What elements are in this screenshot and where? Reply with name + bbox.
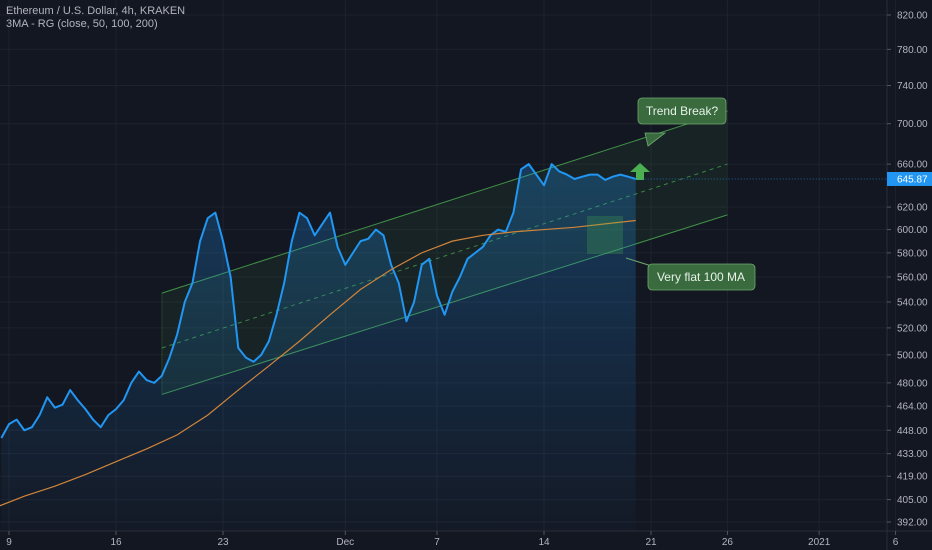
x-tick-label: 23 <box>217 537 229 548</box>
y-tick-label: 600.00 <box>897 225 928 236</box>
x-tick-label: 2021 <box>808 537 831 548</box>
channel-middle-line <box>161 163 728 349</box>
y-tick-label: 700.00 <box>897 119 928 130</box>
y-tick-label: 620.00 <box>897 203 928 214</box>
y-tick-label: 660.00 <box>897 160 928 171</box>
y-tick-label: 392.00 <box>897 518 928 529</box>
trend-break-label: Trend Break? <box>646 104 719 118</box>
trend-break-pointer <box>644 132 667 147</box>
price-line <box>0 163 636 439</box>
annotations: Trend Break? Very flat 100 MA <box>587 97 756 291</box>
x-tick-label: 14 <box>538 537 550 548</box>
price-area <box>1 164 636 531</box>
last-price-label: 645.87 <box>897 174 928 185</box>
y-tick-label: 740.00 <box>897 81 928 92</box>
trend-break-box <box>637 97 727 125</box>
price-axis[interactable]: 820.00 780.00 740.00 700.00 660.00 620.00 600.… <box>635 0 932 550</box>
time-axis[interactable]: 9 16 23 Dec 7 14 21 26 2021 6 <box>0 530 932 548</box>
y-tick-label: 448.00 <box>897 426 928 437</box>
y-tick-label: 780.00 <box>897 45 928 56</box>
x-tick-label: 9 <box>6 537 12 548</box>
symbol-title: Ethereum / U.S. Dollar, 4h, KRAKEN <box>6 5 186 17</box>
y-tick-label: 419.00 <box>897 472 928 483</box>
last-price-badge <box>887 171 932 186</box>
x-tick-label: 16 <box>110 537 122 548</box>
indicator-title: 3MA - RG (close, 50, 100, 200) <box>6 18 158 30</box>
arrow-up-icon <box>630 163 650 180</box>
y-tick-label: 405.00 <box>897 495 928 506</box>
price-area-fill <box>1 164 636 531</box>
ma-highlight-box <box>587 216 623 254</box>
y-tick-label: 500.00 <box>897 350 928 361</box>
x-tick-label: 7 <box>434 537 440 548</box>
channel-upper-line <box>161 110 728 294</box>
flat-ma-box <box>647 263 756 291</box>
y-tick-label: 433.00 <box>897 449 928 460</box>
y-tick-label: 464.00 <box>897 402 928 413</box>
x-tick-label: 21 <box>645 537 657 548</box>
series-lines <box>0 163 636 507</box>
y-tick-label: 480.00 <box>897 378 928 389</box>
flat-ma-label: Very flat 100 MA <box>657 270 745 284</box>
x-tick-label: Dec <box>336 537 354 548</box>
y-tick-label: 540.00 <box>897 297 928 308</box>
x-tick-label: 26 <box>722 537 734 548</box>
y-tick-label: 580.00 <box>897 248 928 259</box>
y-tick-label: 520.00 <box>897 323 928 334</box>
y-tick-label: 820.00 <box>897 11 928 22</box>
ma-100-line <box>0 219 636 507</box>
y-tick-label: 560.00 <box>897 272 928 283</box>
x-tick-label: 6 <box>893 537 899 548</box>
